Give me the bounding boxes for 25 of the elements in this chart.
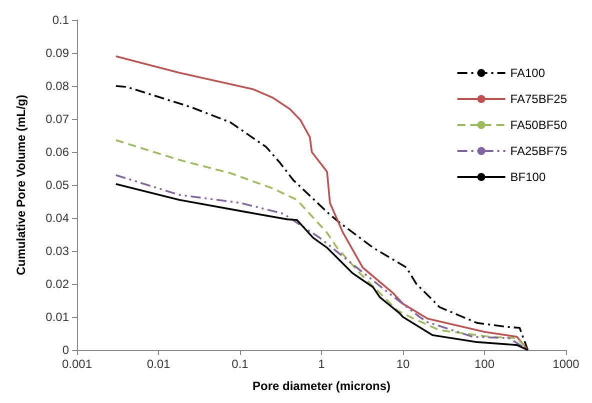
x-tick-label: 1	[318, 357, 326, 371]
y-tick-label: 0.03	[46, 244, 70, 258]
y-tick-label: 0.04	[46, 211, 70, 225]
y-tick-label: 0.02	[46, 277, 70, 291]
y-tick-label: 0.05	[46, 178, 70, 192]
legend-label: FA75BF25	[510, 92, 568, 106]
legend-label: FA100	[510, 66, 546, 80]
x-tick-label: 10	[396, 357, 410, 371]
legend-label: BF100	[510, 170, 546, 184]
y-tick-label: 0	[62, 343, 70, 357]
y-tick-label: 0.01	[46, 310, 70, 324]
y-tick-label: 0.1	[52, 13, 70, 27]
x-tick-label: 0.01	[146, 357, 170, 371]
y-tick-label: 0.09	[46, 46, 70, 60]
x-tick-label: 0.1	[232, 357, 249, 371]
legend-label: FA50BF50	[510, 118, 568, 132]
y-tick-label: 0.07	[46, 112, 70, 126]
x-axis-title: Pore diameter (microns)	[252, 379, 391, 393]
y-tick-label: 0.06	[46, 145, 70, 159]
x-tick-label: 1000	[552, 357, 580, 371]
y-tick-label: 0.08	[46, 79, 70, 93]
x-tick-label: 100	[474, 357, 495, 371]
x-tick-label: 0.001	[62, 357, 92, 371]
y-axis-title: Cumulative Pore Volume (mL/g)	[14, 94, 28, 276]
legend-label: FA25BF75	[510, 144, 568, 158]
